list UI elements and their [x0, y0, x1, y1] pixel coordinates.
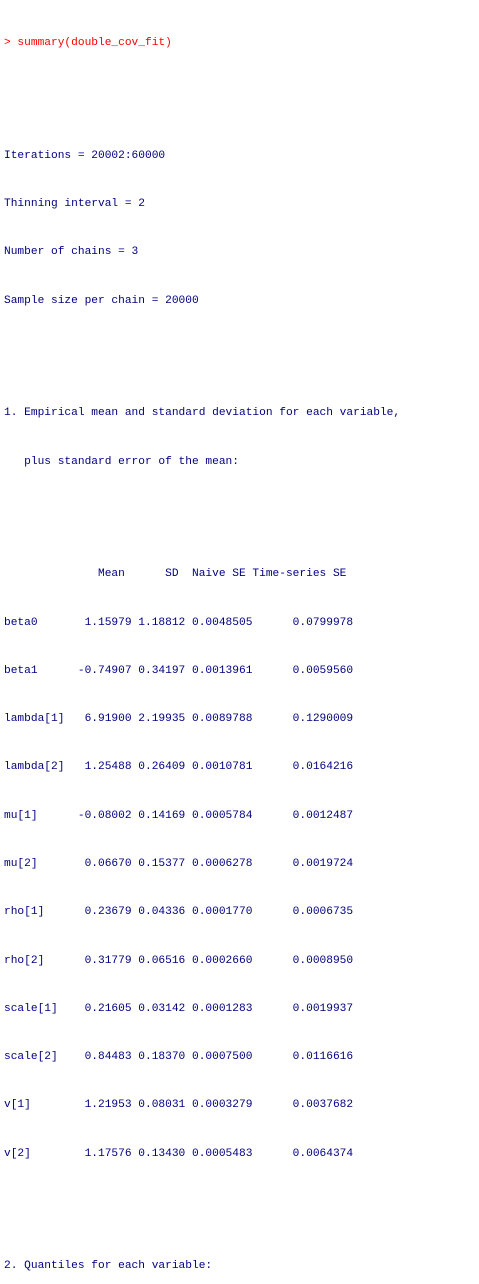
table-row: beta1 -0.74907 0.34197 0.0013961 0.00595… — [4, 664, 354, 677]
section1-title-cont: plus standard error of the mean: — [4, 455, 239, 468]
r-console-output[interactable]: > summary(double_cov_fit) Iterations = 2… — [4, 3, 400, 1284]
table-row: mu[1] -0.08002 0.14169 0.0005784 0.00124… — [4, 809, 354, 822]
table-row: lambda[2] 1.25488 0.26409 0.0010781 0.01… — [4, 761, 354, 774]
command-line: > summary(double_cov_fit) — [4, 37, 172, 50]
header-line-iterations: Iterations = 20002:60000 — [4, 149, 166, 162]
table-row: lambda[1] 6.91900 2.19935 0.0089788 0.12… — [4, 713, 354, 726]
table-row: rho[2] 0.31779 0.06516 0.0002660 0.00089… — [4, 954, 354, 967]
table-row: scale[2] 0.84483 0.18370 0.0007500 0.011… — [4, 1051, 354, 1064]
header-line-sample-size: Sample size per chain = 20000 — [4, 294, 199, 307]
blank-line — [4, 1194, 400, 1210]
table-row: rho[1] 0.23679 0.04336 0.0001770 0.00067… — [4, 906, 354, 919]
table-row: v[1] 1.21953 0.08031 0.0003279 0.0037682 — [4, 1099, 354, 1112]
table-row: beta0 1.15979 1.18812 0.0048505 0.079997… — [4, 616, 354, 629]
table-row: scale[1] 0.21605 0.03142 0.0001283 0.001… — [4, 1002, 354, 1015]
blank-line — [4, 502, 400, 518]
blank-line — [4, 341, 400, 357]
header-line-thinning: Thinning interval = 2 — [4, 198, 145, 211]
table-row: mu[2] 0.06670 0.15377 0.0006278 0.001972… — [4, 857, 354, 870]
table-row: v[2] 1.17576 0.13430 0.0005483 0.0064374 — [4, 1147, 354, 1160]
section2-title: 2. Quantiles for each variable: — [4, 1260, 213, 1273]
header-line-chains: Number of chains = 3 — [4, 246, 139, 259]
section1-table-header: Mean SD Naive SE Time-series SE — [4, 568, 347, 581]
section1-title: 1. Empirical mean and standard deviation… — [4, 407, 401, 420]
blank-line — [4, 83, 400, 99]
